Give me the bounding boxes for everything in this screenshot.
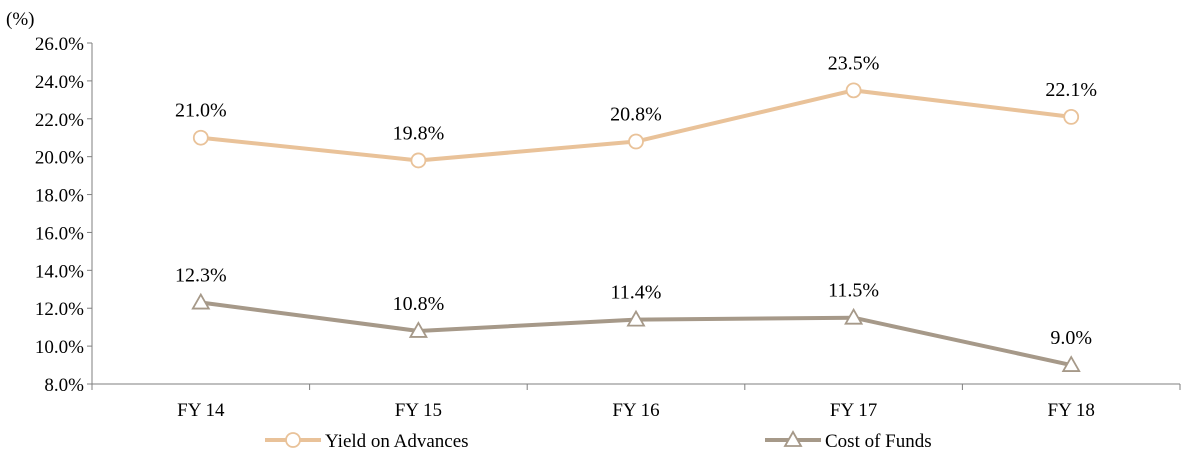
data-label: 21.0% xyxy=(175,100,227,122)
series-2: 12.3% 10.8% 11.4% 11.5% 9.0% xyxy=(175,265,1092,372)
data-label: 10.8% xyxy=(393,293,445,315)
data-point xyxy=(845,82,862,99)
data-point xyxy=(626,309,646,327)
data-label: 12.3% xyxy=(175,265,227,287)
data-point xyxy=(408,321,428,338)
data-point xyxy=(192,129,209,146)
series-group: 21.0% 19.8% 20.8% 23.5% 22.1% 12.3% 10.8% 11.4%… xyxy=(175,52,1097,372)
y-tick-label: 22.0% xyxy=(35,110,84,131)
data-label: 22.1% xyxy=(1045,79,1097,101)
y-tick-label: 26.0% xyxy=(35,34,84,55)
data-label: 20.8% xyxy=(610,104,662,126)
y-axis: 8.0% 10.0% 12.0% 14.0% 16.0% 18.0% 20.0% 22.0% 2… xyxy=(35,34,93,396)
legend: Yield on Advances Cost of Funds xyxy=(265,430,932,452)
x-tick-label: FY 17 xyxy=(830,400,877,421)
data-point xyxy=(410,152,427,169)
y-tick-label: 14.0% xyxy=(35,261,84,282)
y-tick-label: 10.0% xyxy=(35,337,84,358)
data-label: 9.0% xyxy=(1050,327,1092,349)
x-tick-label: FY 15 xyxy=(395,400,442,421)
data-label: 11.5% xyxy=(828,280,879,302)
x-tick-label: FY 18 xyxy=(1048,400,1095,421)
x-tick-label: FY 14 xyxy=(177,400,225,421)
data-point xyxy=(1063,108,1080,125)
data-label: 19.8% xyxy=(393,122,445,144)
legend-label: Yield on Advances xyxy=(325,431,469,452)
data-point xyxy=(1061,355,1081,372)
data-label: 11.4% xyxy=(611,282,662,304)
series-1: 21.0% 19.8% 20.8% 23.5% 22.1% xyxy=(175,52,1097,169)
legend-label: Cost of Funds xyxy=(825,431,932,452)
y-tick-label: 20.0% xyxy=(35,148,84,169)
x-axis: FY 14 FY 15 FY 16 FY 17 FY 18 xyxy=(91,383,1181,421)
y-tick-label: 8.0% xyxy=(44,375,84,396)
data-point xyxy=(844,307,864,325)
legend-item: Cost of Funds xyxy=(765,430,932,452)
y-tick-label: 12.0% xyxy=(35,299,84,320)
x-tick-label: FY 16 xyxy=(612,400,659,421)
y-tick-label: 24.0% xyxy=(35,72,84,93)
y-tick-label: 18.0% xyxy=(35,186,84,207)
data-label: 23.5% xyxy=(828,52,880,74)
legend-item: Yield on Advances xyxy=(265,431,469,452)
legend-swatch-marker xyxy=(285,432,301,448)
legend-swatch-marker xyxy=(783,430,803,447)
y-axis-unit-label: (%) xyxy=(6,9,34,30)
data-point xyxy=(628,133,644,150)
y-tick-label: 16.0% xyxy=(35,223,84,244)
data-point xyxy=(191,292,211,310)
